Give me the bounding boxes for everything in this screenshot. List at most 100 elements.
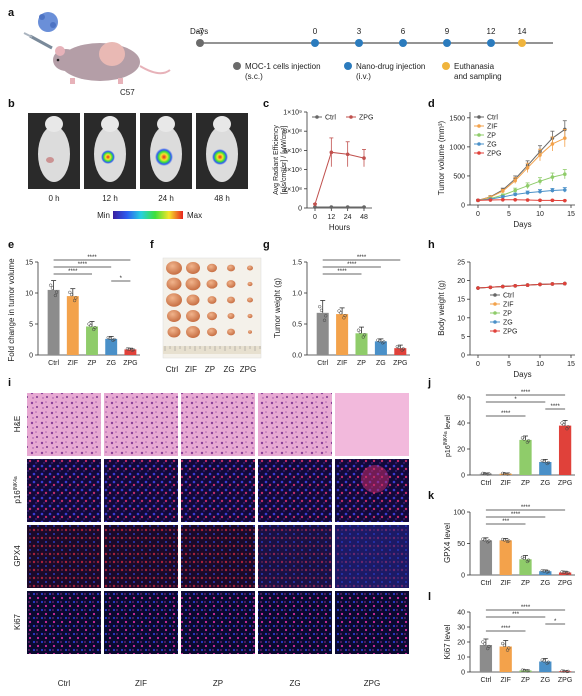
replicate-point — [562, 669, 566, 673]
y-tick-label: 0 — [298, 206, 302, 213]
data-point — [501, 195, 505, 199]
x-axis-label: Days — [513, 370, 531, 379]
replicate-point — [72, 298, 77, 303]
data-point — [525, 198, 530, 202]
histology-image — [258, 459, 332, 522]
y-tick-label: 2×10⁸ — [283, 186, 302, 193]
tumor-site — [46, 157, 54, 163]
legend-marker — [477, 151, 481, 155]
x-tick-label: ZP — [521, 677, 530, 684]
fluorescence-signal — [101, 150, 115, 164]
significance-label: **** — [347, 262, 357, 268]
timeline-legend-text: Euthanasia — [454, 62, 495, 71]
panel-a: C57 Days -7 0 3 6 9 12 14 MOC-1 cells injectio… — [23, 12, 553, 97]
bar-ZPG — [394, 348, 407, 355]
x-tick-label: ZPG — [558, 580, 572, 587]
x-tick-label: ZPG — [558, 480, 572, 487]
bar-ZIF — [499, 646, 512, 672]
timeline-marker — [399, 39, 407, 47]
histology-image — [258, 525, 332, 588]
replicate-point — [487, 539, 491, 543]
replicate-point — [562, 570, 566, 574]
replicate-point — [481, 537, 485, 541]
x-tick-label: 15 — [567, 361, 575, 368]
x-tick-label: 0 — [313, 214, 317, 221]
bar-ZP — [86, 326, 98, 355]
data-point — [525, 283, 530, 287]
y-axis-label-line: [p/s/cm²/sr] / [μW/cm²] — [281, 126, 288, 195]
bar-ZG — [539, 661, 552, 672]
histology-image — [27, 393, 101, 456]
replicate-point — [565, 669, 569, 674]
data-point — [513, 192, 517, 197]
histology-image — [104, 525, 178, 588]
timeline-legend-marker — [344, 62, 352, 70]
x-tick-label: ZIF — [500, 580, 511, 587]
colorscale-max-label: Max — [187, 211, 202, 220]
x-tick-label: ZG — [540, 480, 550, 487]
gpx4-overlay — [335, 525, 409, 588]
histology-col-label: ZP — [213, 679, 223, 688]
replicate-point — [87, 322, 91, 326]
y-tick-label: 0 — [461, 353, 465, 360]
series-line-ZIF — [477, 137, 566, 201]
data-point — [538, 282, 542, 287]
y-tick-label: 100 — [453, 510, 465, 517]
y-tick-label: 0.0 — [292, 353, 302, 360]
x-tick-label: ZPG — [558, 677, 572, 684]
data-point — [563, 281, 567, 286]
data-point — [525, 190, 530, 195]
y-tick-label: 0 — [461, 473, 465, 480]
x-tick-label: 10 — [536, 211, 544, 218]
replicate-point — [378, 339, 382, 343]
chart-h-body-weight: 0 5 10 15 20 25 0 5 10 15 Days Ctrl ZIF ZP ZG ZPG Body w… — [437, 260, 575, 379]
tumor-specimen — [206, 279, 218, 289]
y-tick-label: 1500 — [449, 115, 465, 122]
y-axis-label: Tumor volume (mm³) — [437, 120, 446, 195]
y-tick-label: 5 — [461, 334, 465, 341]
y-axis-label: Fold change in tumor volume — [7, 258, 16, 362]
panel-letter-g: g — [263, 239, 270, 251]
ruler — [163, 346, 261, 354]
photo-group-label: ZP — [205, 365, 215, 374]
data-point — [501, 189, 505, 193]
days-label: Days — [190, 27, 208, 36]
data-point — [476, 286, 480, 290]
tumor-grid — [166, 261, 253, 338]
significance-label: **** — [68, 269, 78, 275]
legend-label: ZG — [487, 142, 497, 149]
legend-label: ZIF — [503, 302, 514, 309]
timeline-marker — [196, 39, 204, 47]
bar-ZPG — [558, 425, 572, 475]
x-tick-label: ZP — [357, 360, 366, 367]
legend-label: ZG — [503, 320, 513, 327]
histology-column-labels: Ctrl ZIF ZP ZG ZPG — [58, 679, 380, 688]
replicate-point — [131, 348, 136, 352]
y-axis-label: GPX4 level — [443, 523, 452, 563]
histology-row-labels: H&E p16INK4a GPX4 Ki67 — [13, 416, 22, 630]
replicate-point — [343, 313, 347, 318]
x-tick-label: 5 — [507, 361, 511, 368]
data-point — [513, 284, 517, 288]
replicate-point — [376, 338, 380, 342]
replicate-point — [106, 335, 110, 340]
data-point — [525, 184, 530, 188]
significance-label: * — [554, 619, 557, 625]
histology-row-label: p16INK4a — [13, 476, 22, 503]
replicate-point — [502, 471, 507, 476]
significance-label: **** — [521, 505, 531, 511]
data-point — [345, 205, 350, 209]
legend-label: ZPG — [503, 329, 517, 336]
y-tick-label: 10 — [457, 315, 465, 322]
replicate-point — [546, 660, 551, 664]
replicate-point — [522, 668, 526, 672]
legend-label: ZPG — [487, 151, 501, 158]
histology-image — [104, 393, 178, 456]
replicate-point — [560, 421, 564, 425]
significance-label: *** — [512, 612, 520, 618]
legend-label: ZP — [487, 133, 496, 140]
y-tick-label: 25 — [457, 260, 465, 267]
